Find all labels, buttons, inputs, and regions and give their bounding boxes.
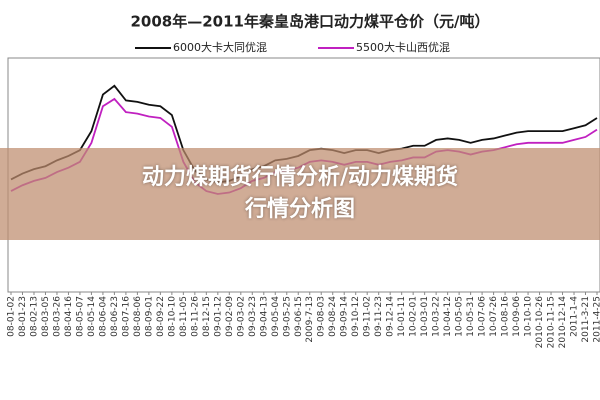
x-tick-label: 08-01-02 bbox=[7, 296, 17, 337]
x-tick-label: 09-02-09 bbox=[225, 296, 235, 337]
x-tick-label: 09-09-14 bbox=[340, 296, 350, 337]
x-tick-label: 08-11-26 bbox=[190, 296, 200, 337]
x-tick-label: 09-05-25 bbox=[282, 296, 292, 337]
x-tick-label: 10-04-12 bbox=[443, 296, 453, 337]
x-tick-label: 08-05-14 bbox=[87, 296, 97, 337]
x-tick-label: 10-01-11 bbox=[397, 296, 407, 337]
x-tick-label: 08-06-04 bbox=[98, 296, 108, 337]
x-tick-label: 09-03-23 bbox=[248, 296, 258, 337]
x-tick-label: 2010-12-14 bbox=[558, 296, 568, 349]
banner: 动力煤期货行情分析/动力煤期货行情分析图 bbox=[0, 148, 600, 240]
x-tick-label: 09-04-13 bbox=[259, 296, 269, 337]
legend-label: 5500大卡山西优混 bbox=[356, 40, 450, 54]
x-tick-label: 08-03-26 bbox=[52, 296, 62, 337]
x-tick-label: 08-04-16 bbox=[64, 296, 74, 337]
chart-title: 2008年—2011年秦皇岛港口动力煤平仓价（元/吨） bbox=[131, 13, 490, 31]
banner-text: 动力煤期货行情分析/动力煤期货行情分析图 bbox=[141, 165, 459, 222]
x-tick-label: 10-02-01 bbox=[409, 296, 419, 337]
x-tick-label: 08-01-23 bbox=[18, 296, 28, 337]
x-tick-label: 08-12-15 bbox=[202, 296, 212, 337]
legend-label: 6000大卡大同优混 bbox=[173, 40, 267, 54]
x-tick-label: 08-10-10 bbox=[167, 296, 177, 337]
x-tick-label: 10-10-10 bbox=[524, 296, 534, 337]
x-tick-label: 08-06-23 bbox=[110, 296, 120, 337]
x-tick-label: 10-05-05 bbox=[455, 296, 465, 337]
x-tick-label: 08-08-06 bbox=[133, 296, 143, 337]
x-tick-label: 09-11-02 bbox=[363, 296, 373, 337]
x-tick-label: 10-09-06 bbox=[512, 296, 522, 337]
x-tick-label: 2011-1-4 bbox=[570, 296, 580, 337]
x-tick-label: 08-07-16 bbox=[121, 296, 131, 337]
x-tick-label: 10-03-01 bbox=[420, 296, 430, 337]
x-tick-label: 10-05-31 bbox=[466, 296, 476, 337]
x-tick-label: 10-07-06 bbox=[478, 296, 488, 337]
x-tick-label: 09-12-14 bbox=[386, 296, 396, 337]
x-tick-label: 08-11-05 bbox=[179, 296, 189, 337]
x-tick-label: 09-10-12 bbox=[351, 296, 361, 337]
x-tick-label: 09-06-15 bbox=[294, 296, 304, 337]
x-tick-label: 2011-4-25 bbox=[593, 296, 600, 343]
x-tick-label: 10-07-26 bbox=[489, 296, 499, 337]
x-tick-label: 08-03-05 bbox=[41, 296, 51, 337]
x-tick-label: 09-05-04 bbox=[271, 296, 281, 337]
x-tick-label: 10-08-16 bbox=[501, 296, 511, 337]
x-tick-label: 09-08-24 bbox=[328, 296, 338, 337]
x-tick-label: 09-01-12 bbox=[213, 296, 223, 337]
x-tick-label: 2011-3-21 bbox=[581, 296, 591, 343]
x-tick-label: 08-09-22 bbox=[156, 296, 166, 337]
x-tick-label: 09-03-02 bbox=[236, 296, 246, 337]
x-tick-label: 2009-7-13 bbox=[305, 296, 315, 343]
x-tick-label: 08-05-07 bbox=[75, 296, 85, 337]
x-tick-label: 2010-11-15 bbox=[547, 296, 557, 348]
x-tick-label: 08-09-01 bbox=[144, 296, 154, 337]
x-tick-label: 10-03-22 bbox=[432, 296, 442, 337]
x-tick-label: 09-11-23 bbox=[374, 296, 384, 337]
x-tick-label: 2010-10-26 bbox=[535, 296, 545, 349]
x-tick-label: 08-02-13 bbox=[29, 296, 39, 337]
x-tick-label: 09-08-03 bbox=[317, 296, 327, 337]
